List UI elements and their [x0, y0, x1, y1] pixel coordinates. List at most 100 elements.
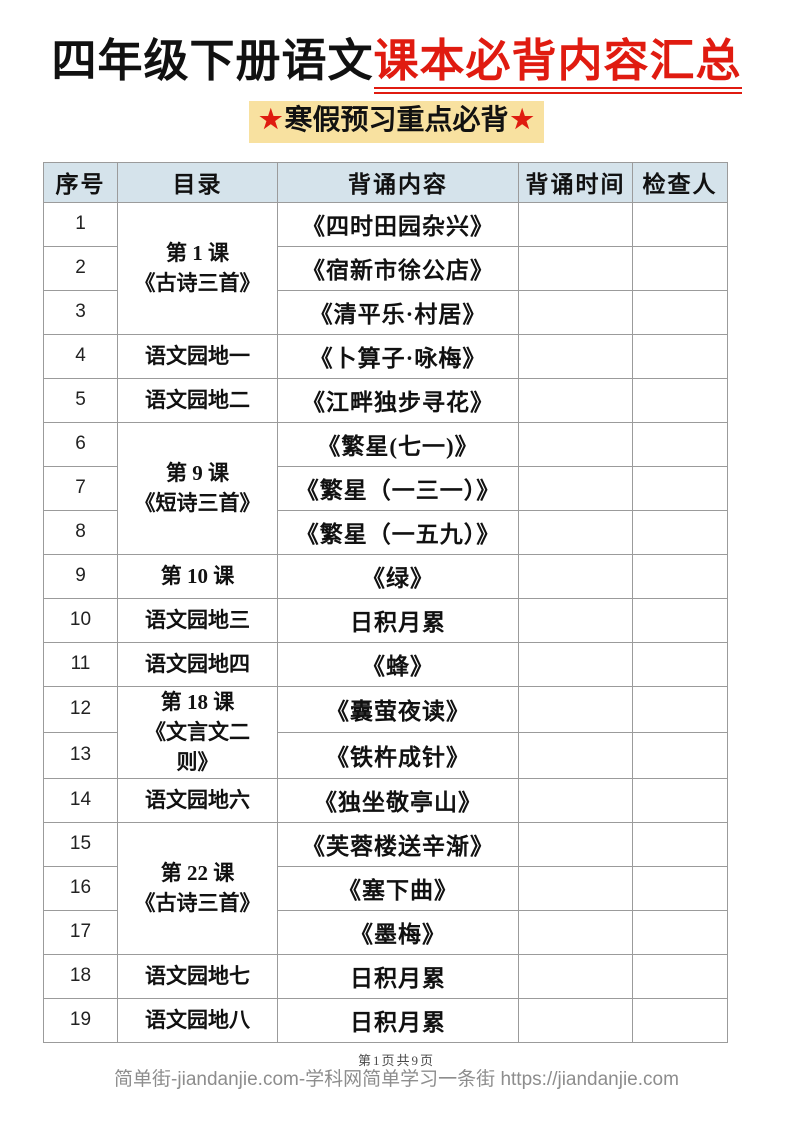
cell-checker [632, 333, 728, 379]
table-row: 13 《铁杵成针》 [43, 731, 728, 779]
table-row: 19 语文园地八 日积月累 [43, 997, 728, 1043]
cell-checker [632, 997, 728, 1043]
column-header-2: 目录 [117, 161, 278, 203]
cell-checker [632, 641, 728, 687]
cell-recitation-content: 《绿》 [277, 553, 519, 599]
cell-recitation-time [518, 377, 633, 423]
cell-checker [632, 245, 728, 291]
cell-recitation-time [518, 509, 633, 555]
cell-recitation-content: 《繁星（一五九）》 [277, 509, 519, 555]
footer-site-line: 简单街-jiandanjie.com-学科网简单学习一条街 https://ji… [114, 1069, 679, 1091]
column-header-1: 序号 [43, 161, 118, 203]
cell-recitation-content: 日积月累 [277, 597, 519, 643]
cell-checker [632, 685, 728, 733]
cell-recitation-content: 日积月累 [277, 953, 519, 999]
cell-recitation-time [518, 201, 633, 247]
cell-recitation-content: 《蜂》 [277, 641, 519, 687]
cell-recitation-time [518, 685, 633, 733]
table-row: 2 《宿新市徐公店》 [43, 245, 728, 291]
page-indicator: 第1页共9页 [357, 1052, 435, 1068]
cell-number: 12 [43, 685, 118, 733]
cell-recitation-content: 《清平乐·村居》 [277, 289, 519, 335]
cell-number: 1 [43, 201, 118, 247]
cell-number: 2 [43, 245, 118, 291]
cell-checker [632, 553, 728, 599]
cell-recitation-content: 《江畔独步寻花》 [277, 377, 519, 423]
cell-catalog: 语文园地八 [117, 997, 278, 1043]
cell-recitation-time [518, 865, 633, 911]
cell-recitation-content: 《芙蓉楼送辛渐》 [277, 821, 519, 867]
cell-recitation-content: 《铁杵成针》 [277, 731, 519, 779]
cell-number: 13 [43, 731, 118, 779]
cell-number: 16 [43, 865, 118, 911]
cell-recitation-time [518, 289, 633, 335]
cell-number: 7 [43, 465, 118, 511]
cell-recitation-content: 《囊萤夜读》 [277, 685, 519, 733]
table-row: 18 语文园地七 日积月累 [43, 953, 728, 999]
cell-recitation-time [518, 953, 633, 999]
cell-checker [632, 421, 728, 467]
cell-number: 11 [43, 641, 118, 687]
table-header-row: 序号 目录 背诵内容 背诵时间 检查人 [43, 161, 728, 203]
table-row: 8 《繁星（一五九）》 [43, 509, 728, 555]
cell-checker [632, 777, 728, 823]
cell-recitation-content: 《繁星(七一)》 [277, 421, 519, 467]
cell-number: 6 [43, 421, 118, 467]
cell-number: 3 [43, 289, 118, 335]
cell-recitation-time [518, 465, 633, 511]
cell-number: 14 [43, 777, 118, 823]
cell-recitation-time [518, 731, 633, 779]
cell-recitation-time [518, 909, 633, 955]
cell-catalog: 语文园地七 [117, 953, 278, 999]
cell-catalog: 第 22 课 《古诗三首》 [117, 821, 278, 955]
cell-checker [632, 597, 728, 643]
cell-checker [632, 865, 728, 911]
cell-recitation-time [518, 641, 633, 687]
cell-catalog: 第 1 课 《古诗三首》 [117, 201, 278, 335]
cell-recitation-time [518, 245, 633, 291]
cell-number: 8 [43, 509, 118, 555]
cell-number: 5 [43, 377, 118, 423]
cell-recitation-content: 《四时田园杂兴》 [277, 201, 519, 247]
star-icon-right: ★ [510, 104, 534, 134]
cell-catalog: 语文园地六 [117, 777, 278, 823]
cell-recitation-time [518, 597, 633, 643]
subtitle-text: 寒假预习重点必背 [284, 104, 509, 136]
cell-recitation-time [518, 997, 633, 1043]
page-footer: 第1页共9页 简单街-jiandanjie.com-学科网简单学习一条街 htt… [0, 1053, 793, 1092]
cell-checker [632, 465, 728, 511]
cell-recitation-time [518, 421, 633, 467]
cell-recitation-content: 《卜算子·咏梅》 [277, 333, 519, 379]
cell-number: 15 [43, 821, 118, 867]
cell-checker [632, 821, 728, 867]
cell-catalog: 语文园地一 [117, 333, 278, 379]
table-row: 4 语文园地一 《卜算子·咏梅》 [43, 333, 728, 379]
cell-catalog: 第 10 课 [117, 553, 278, 599]
table-row: 11 语文园地四 《蜂》 [43, 641, 728, 687]
title-black-part: 四年级下册语文 [51, 36, 374, 86]
cell-catalog: 语文园地三 [117, 597, 278, 643]
cell-number: 9 [43, 553, 118, 599]
cell-recitation-content: 《繁星（一三一）》 [277, 465, 519, 511]
cell-checker [632, 201, 728, 247]
cell-recitation-content: 《独坐敬亭山》 [277, 777, 519, 823]
page-title: 四年级下册语文课本必背内容汇总 [0, 36, 793, 94]
subtitle-badge: ★寒假预习重点必背★ [249, 100, 544, 143]
cell-number: 4 [43, 333, 118, 379]
cell-catalog: 语文园地二 [117, 377, 278, 423]
cell-recitation-time [518, 553, 633, 599]
cell-number: 17 [43, 909, 118, 955]
title-red-part: 课本必背内容汇总 [373, 36, 742, 94]
table-row: 10 语文园地三 日积月累 [43, 597, 728, 643]
cell-recitation-content: 《宿新市徐公店》 [277, 245, 519, 291]
table-row: 14 语文园地六 《独坐敬亭山》 [43, 777, 728, 823]
table-row: 7 《繁星（一三一）》 [43, 465, 728, 511]
cell-checker [632, 731, 728, 779]
cell-recitation-content: 《墨梅》 [277, 909, 519, 955]
subtitle-row: ★寒假预习重点必背★ [0, 100, 793, 143]
